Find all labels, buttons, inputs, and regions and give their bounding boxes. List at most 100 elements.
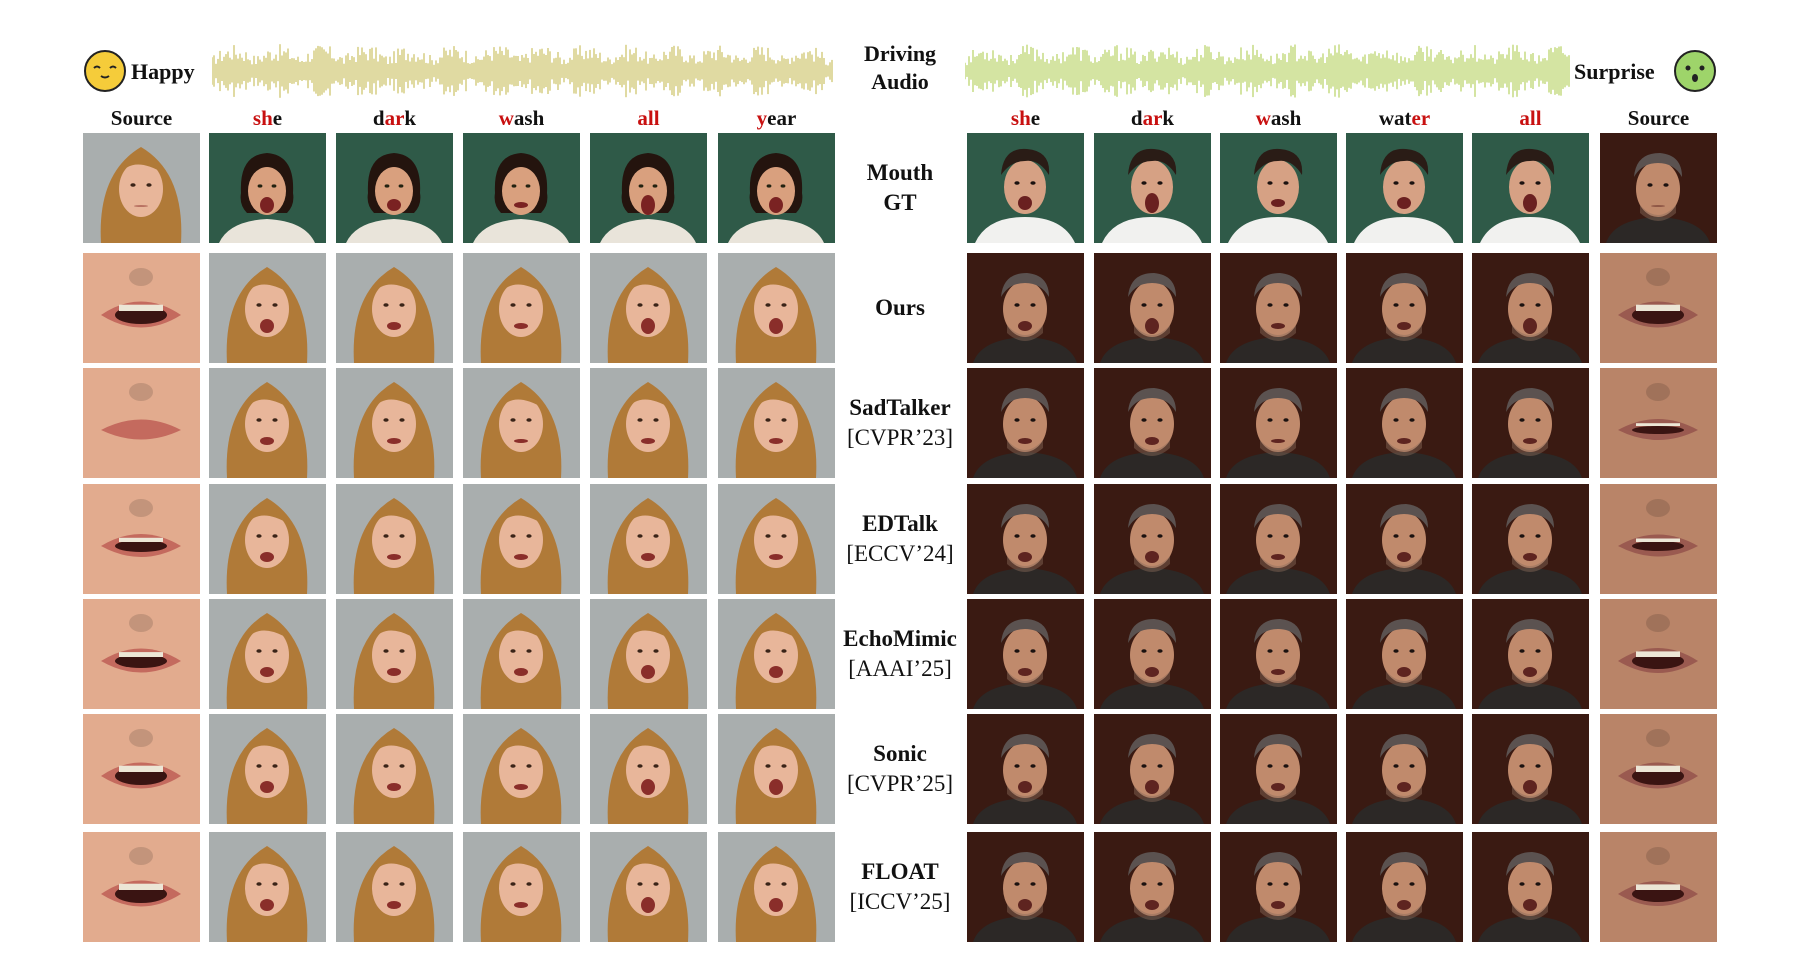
thumbnail-mouth-gt-right-dark [1094, 133, 1211, 243]
method-name: EchoMimic [843, 626, 957, 651]
face-image [83, 832, 200, 942]
word-part-hl: sh [1010, 106, 1031, 130]
thumbnail-float-left-wash [463, 832, 580, 942]
thumbnail-sadtalker-right-all [1472, 368, 1589, 478]
face-image [463, 832, 580, 942]
thumbnail-ours-left-source [83, 253, 200, 363]
thumbnail-edtalk-right-source [1600, 484, 1717, 594]
thumbnail-echomimic-left-year [718, 599, 835, 709]
face-image [1600, 253, 1717, 363]
word-part-hl: w [1255, 106, 1271, 130]
word-part-post: ear [767, 106, 797, 130]
thumbnail-sonic-left-wash [463, 714, 580, 824]
face-image [590, 133, 707, 243]
face-image [209, 599, 326, 709]
thumbnail-ours-left-she [209, 253, 326, 363]
column-header-right-water: water [1346, 104, 1463, 132]
face-image [463, 253, 580, 363]
face-image [463, 133, 580, 243]
thumbnail-echomimic-right-all [1472, 599, 1589, 709]
face-image [967, 253, 1084, 363]
thumbnail-sadtalker-right-she [967, 368, 1084, 478]
face-image [336, 714, 453, 824]
thumbnail-mouth-gt-left-year [718, 133, 835, 243]
word-part-hl: ar [384, 106, 405, 130]
thumbnail-sadtalker-left-dark [336, 368, 453, 478]
thumbnail-sonic-right-all [1472, 714, 1589, 824]
face-image [718, 253, 835, 363]
column-header-right-dark: dark [1094, 104, 1211, 132]
method-name: Mouth [866, 160, 934, 185]
method-name: EDTalk [862, 511, 938, 536]
column-header-right-she: she [967, 104, 1084, 132]
face-image [83, 599, 200, 709]
face-image [209, 714, 326, 824]
thumbnail-sadtalker-right-water [1346, 368, 1463, 478]
face-image [463, 714, 580, 824]
word-part-hl: all [637, 106, 660, 130]
thumbnail-sonic-left-dark [336, 714, 453, 824]
face-image [718, 599, 835, 709]
face-image [1472, 133, 1589, 243]
thumbnail-echomimic-left-she [209, 599, 326, 709]
thumbnail-sonic-right-dark [1094, 714, 1211, 824]
face-image [1220, 832, 1337, 942]
separator-left [83, 246, 835, 251]
face-image [1600, 714, 1717, 824]
thumbnail-edtalk-left-dark [336, 484, 453, 594]
face-image [967, 832, 1084, 942]
thumbnail-echomimic-left-all [590, 599, 707, 709]
column-header-left-dark: dark [336, 104, 453, 132]
word-part-post: ash [1270, 106, 1302, 130]
thumbnail-float-right-water [1346, 832, 1463, 942]
thumbnail-edtalk-left-wash [463, 484, 580, 594]
face-image [590, 368, 707, 478]
face-image [1094, 599, 1211, 709]
surprise-emoji-icon [1673, 49, 1717, 93]
word-part-hl: w [498, 106, 514, 130]
face-image [1472, 368, 1589, 478]
face-image [590, 832, 707, 942]
method-label-echomimic: EchoMimic [AAAI’25] [838, 624, 962, 684]
column-header-left-she: she [209, 104, 326, 132]
face-image [1346, 599, 1463, 709]
thumbnail-ours-right-water [1346, 253, 1463, 363]
face-image [83, 714, 200, 824]
face-image [1472, 253, 1589, 363]
thumbnail-float-right-she [967, 832, 1084, 942]
thumbnail-mouth-gt-right-wash [1220, 133, 1337, 243]
column-header-left-wash: wash [463, 104, 580, 132]
thumbnail-sonic-right-wash [1220, 714, 1337, 824]
thumbnail-ours-left-year [718, 253, 835, 363]
thumbnail-sonic-right-she [967, 714, 1084, 824]
face-image [1346, 832, 1463, 942]
face-image [718, 832, 835, 942]
face-image [209, 832, 326, 942]
method-venue: [ICCV’25] [849, 889, 951, 914]
thumbnail-edtalk-left-year [718, 484, 835, 594]
column-header-left-year: year [718, 104, 835, 132]
face-image [1472, 599, 1589, 709]
thumbnail-float-left-source [83, 832, 200, 942]
face-image [718, 714, 835, 824]
thumbnail-float-right-dark [1094, 832, 1211, 942]
column-header-left-all: all [590, 104, 707, 132]
face-image [1472, 484, 1589, 594]
audio-waveform-right [965, 44, 1570, 98]
face-image [1600, 133, 1717, 243]
driving-audio-line1: Driving [863, 41, 937, 66]
face-image [1346, 484, 1463, 594]
word-part-hl: sh [252, 106, 273, 130]
word-part-post: e [1030, 106, 1041, 130]
face-image [967, 368, 1084, 478]
face-image [336, 832, 453, 942]
word-part-hl: y [756, 106, 768, 130]
face-image [1346, 368, 1463, 478]
word-part-hl: er [1411, 106, 1431, 130]
face-image [1220, 368, 1337, 478]
thumbnail-mouth-gt-left-wash [463, 133, 580, 243]
face-image [83, 368, 200, 478]
thumbnail-edtalk-right-water [1346, 484, 1463, 594]
thumbnail-sonic-left-she [209, 714, 326, 824]
